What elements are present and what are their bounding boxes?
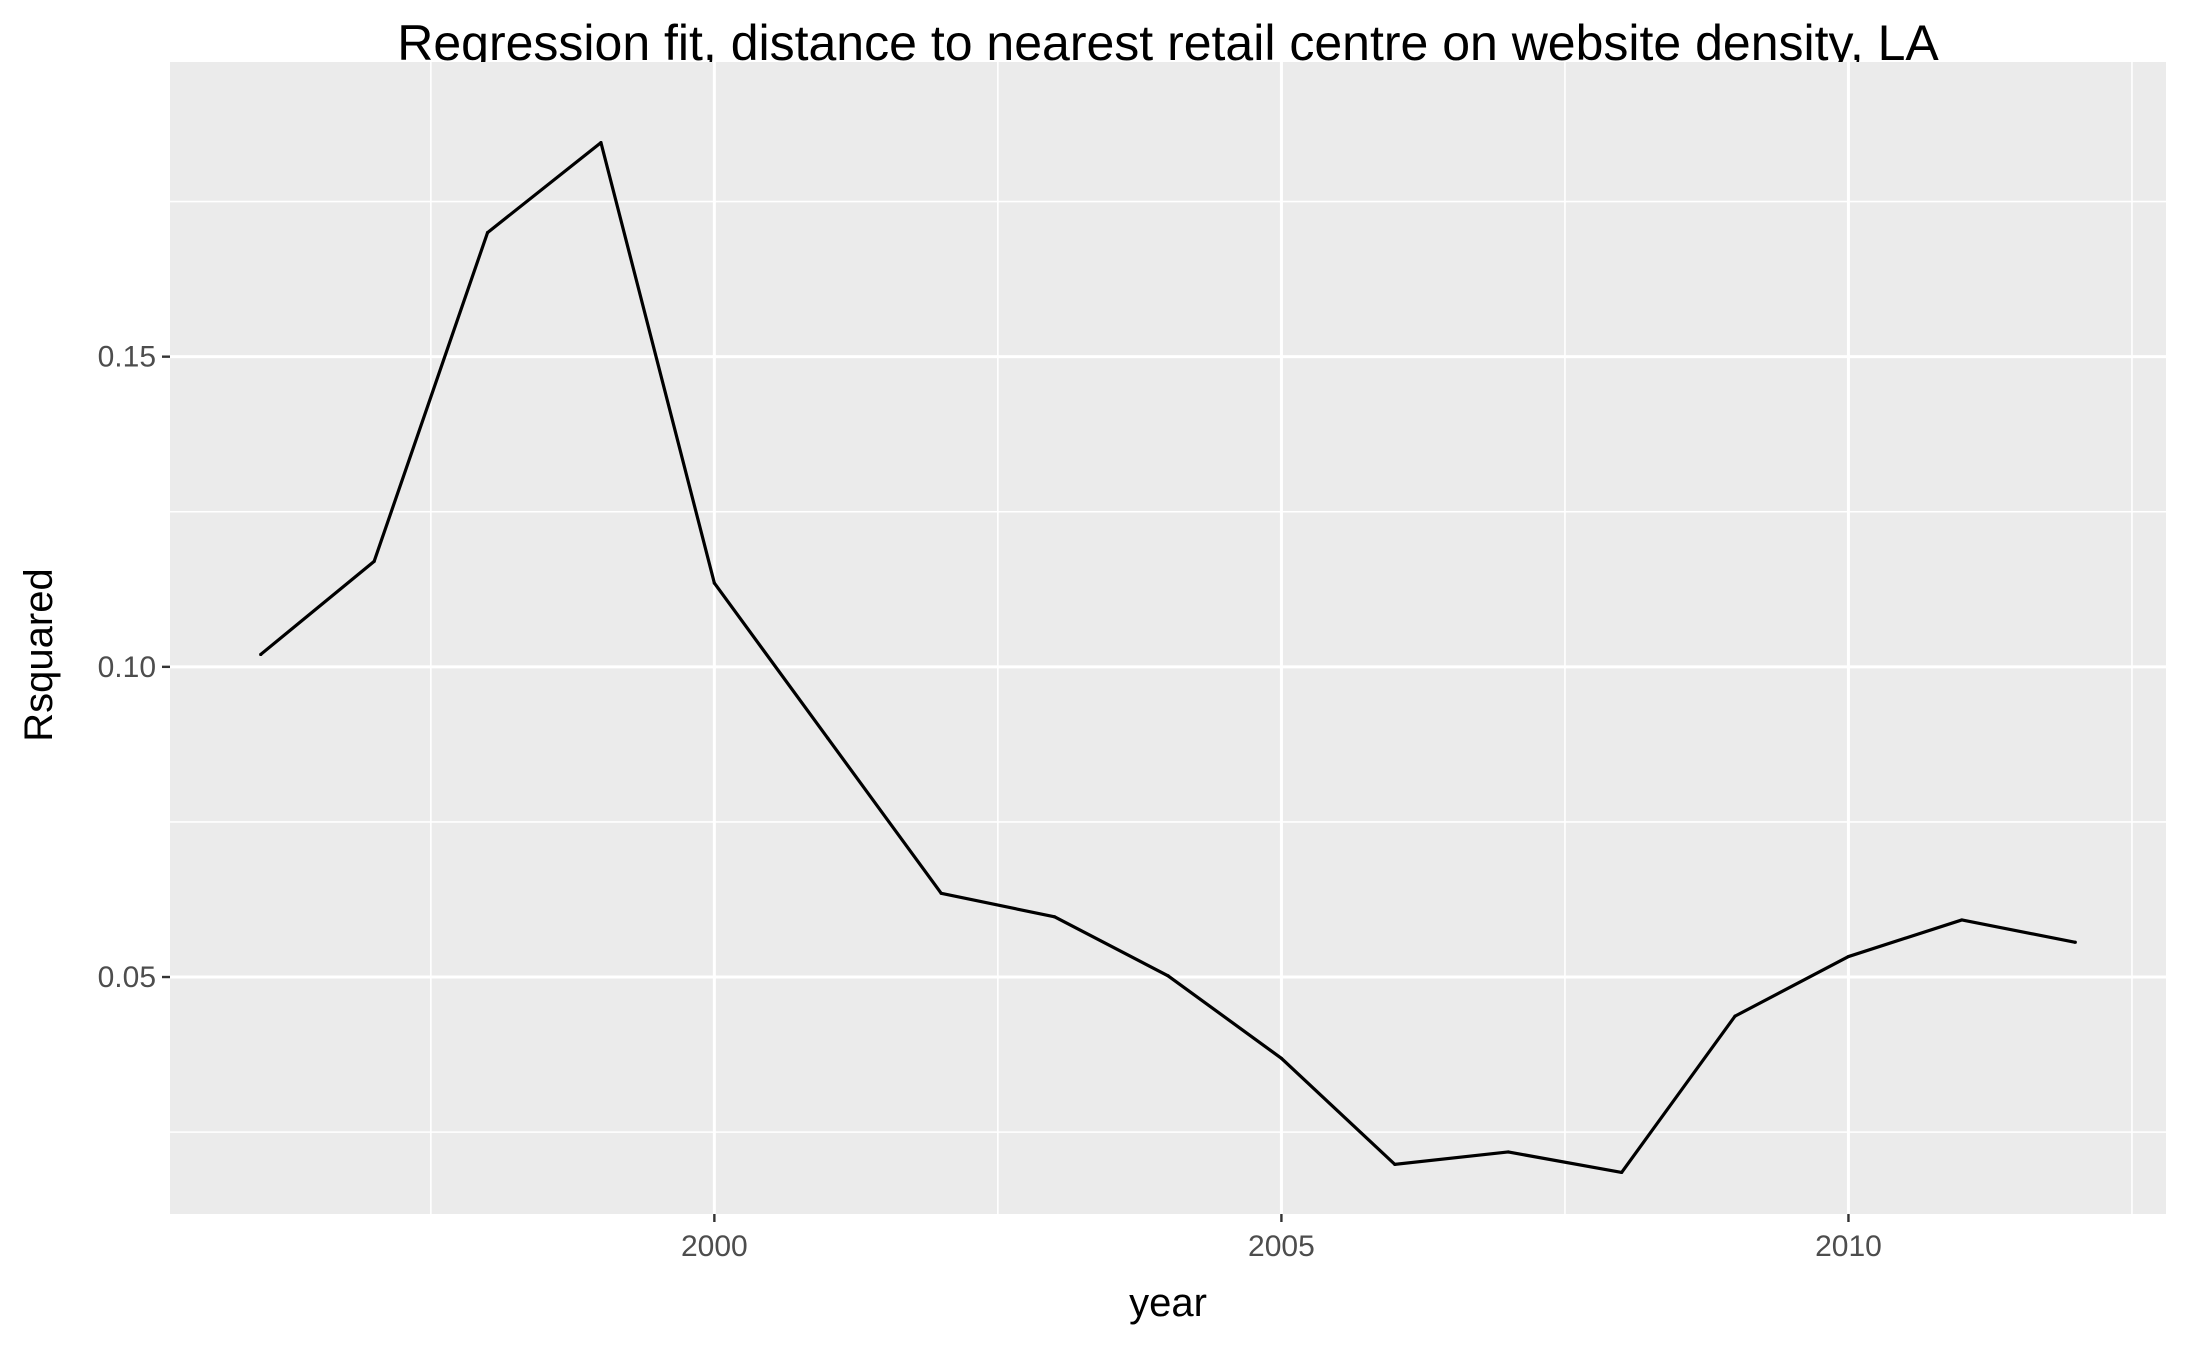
data-point (485, 230, 490, 235)
data-point (1393, 1162, 1397, 1166)
data-point (1733, 1014, 1737, 1018)
data-point (712, 581, 716, 585)
data-point (1846, 954, 1851, 959)
x-axis: 2000 2005 2010 (681, 1214, 1882, 1263)
x-axis-title: year (1129, 1281, 1207, 1325)
y-tick-label: 0.10 (98, 651, 156, 684)
major-grid (170, 62, 2166, 1214)
data-point (1506, 1150, 1510, 1154)
chart-title: Regression fit, distance to nearest reta… (397, 15, 1939, 71)
data-point (1960, 918, 1964, 922)
data-point (1279, 1056, 1284, 1060)
y-axis-title: Rsquared (17, 568, 61, 741)
data-point (599, 141, 603, 145)
x-tick-label: 2000 (681, 1230, 748, 1263)
data-point (372, 559, 376, 563)
data-point (1620, 1170, 1624, 1175)
y-tick-label: 0.05 (98, 961, 156, 994)
y-axis: 0.05 0.10 0.15 (98, 341, 170, 994)
data-point (259, 652, 263, 657)
data-point (826, 736, 830, 740)
data-point (2073, 940, 2077, 944)
data-point (1052, 915, 1057, 919)
data-point (1166, 974, 1170, 978)
minor-grid (170, 62, 2166, 1214)
data-point (939, 891, 943, 895)
x-tick-label: 2010 (1815, 1230, 1882, 1263)
y-tick-label: 0.15 (98, 341, 156, 374)
series-layer (259, 141, 2077, 1175)
plot-panel (170, 62, 2166, 1214)
x-tick-label: 2005 (1248, 1230, 1315, 1263)
